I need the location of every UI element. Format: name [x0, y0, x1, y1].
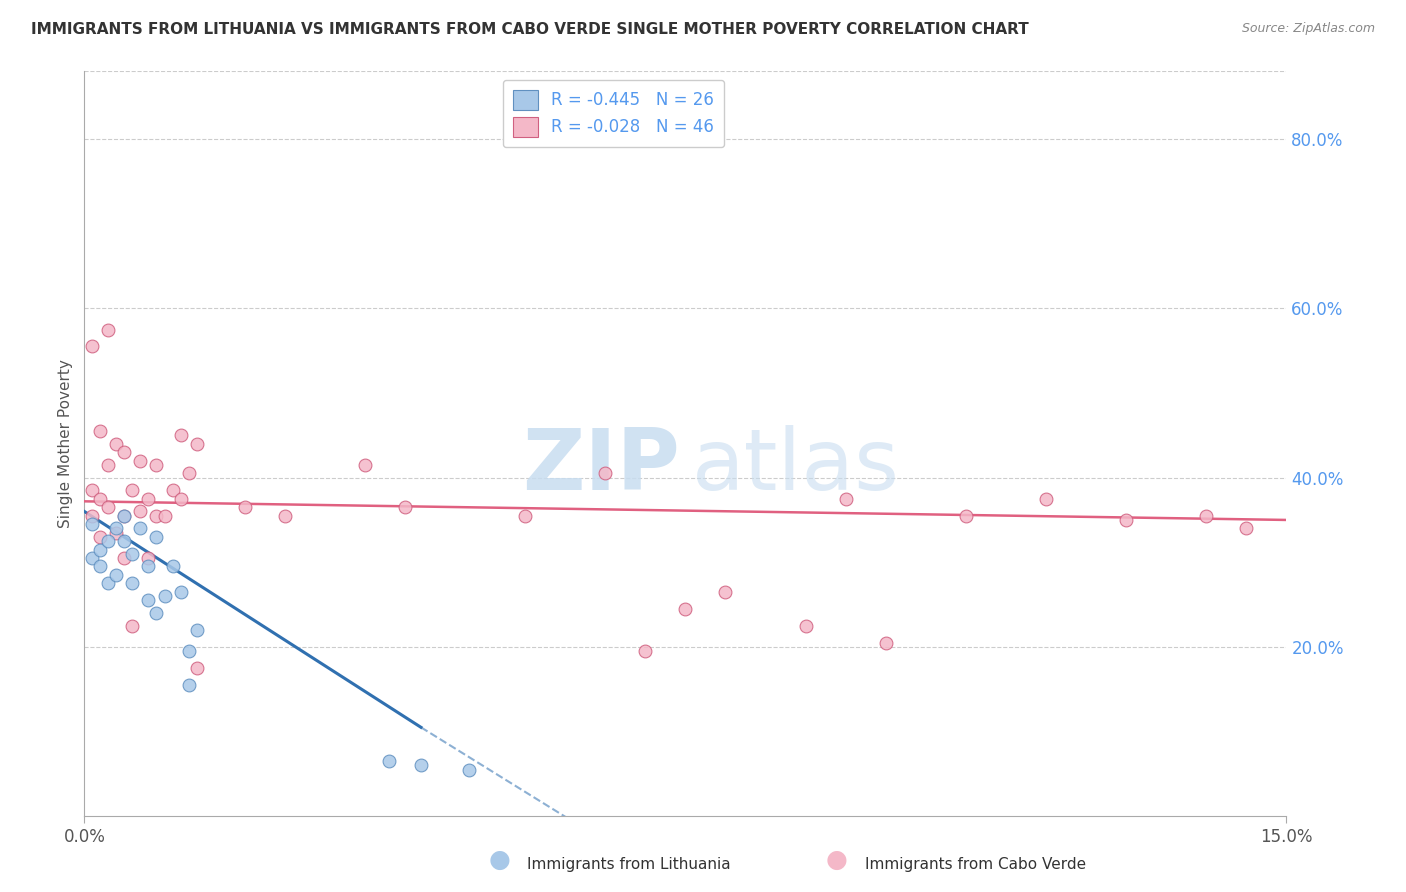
Point — [97, 458, 120, 472]
Point — [121, 547, 143, 561]
Text: ●: ● — [825, 848, 848, 872]
Point — [675, 602, 697, 616]
Point — [121, 576, 143, 591]
Point — [129, 521, 152, 535]
Point — [394, 500, 416, 515]
Point — [105, 568, 128, 582]
Point — [97, 500, 120, 515]
Point — [153, 589, 176, 603]
Text: Source: ZipAtlas.com: Source: ZipAtlas.com — [1241, 22, 1375, 36]
Point — [138, 491, 160, 506]
Point — [105, 521, 128, 535]
Point — [82, 483, 104, 498]
Point — [875, 635, 897, 649]
Point — [129, 453, 152, 467]
Point — [82, 339, 104, 353]
Point — [233, 500, 256, 515]
Point — [97, 576, 120, 591]
Point — [177, 644, 200, 658]
Point — [121, 483, 143, 498]
Point — [634, 644, 657, 658]
Point — [1195, 508, 1218, 523]
Point — [97, 534, 120, 549]
Point — [409, 758, 432, 772]
Point — [274, 508, 297, 523]
Point — [129, 504, 152, 518]
Point — [169, 585, 191, 599]
Point — [114, 445, 135, 459]
Text: Immigrants from Lithuania: Immigrants from Lithuania — [527, 857, 731, 872]
Point — [515, 508, 537, 523]
Point — [145, 458, 167, 472]
Point — [121, 619, 143, 633]
Point — [105, 436, 128, 450]
Point — [82, 551, 104, 566]
Text: IMMIGRANTS FROM LITHUANIA VS IMMIGRANTS FROM CABO VERDE SINGLE MOTHER POVERTY CO: IMMIGRANTS FROM LITHUANIA VS IMMIGRANTS … — [31, 22, 1029, 37]
Text: ●: ● — [488, 848, 510, 872]
Point — [145, 508, 167, 523]
Point — [595, 467, 617, 481]
Point — [186, 436, 208, 450]
Point — [145, 530, 167, 544]
Point — [138, 551, 160, 566]
Point — [169, 428, 191, 442]
Point — [162, 483, 184, 498]
Point — [114, 508, 135, 523]
Point — [177, 467, 200, 481]
Y-axis label: Single Mother Poverty: Single Mother Poverty — [58, 359, 73, 528]
Point — [162, 559, 184, 574]
Point — [82, 508, 104, 523]
Text: ZIP: ZIP — [522, 425, 679, 508]
Point — [714, 585, 737, 599]
Point — [458, 763, 481, 777]
Point — [169, 491, 191, 506]
Point — [1035, 491, 1057, 506]
Legend: R = -0.445   N = 26, R = -0.028   N = 46: R = -0.445 N = 26, R = -0.028 N = 46 — [503, 79, 724, 147]
Point — [1115, 513, 1137, 527]
Point — [89, 424, 111, 438]
Point — [114, 508, 135, 523]
Point — [145, 606, 167, 620]
Text: Immigrants from Cabo Verde: Immigrants from Cabo Verde — [865, 857, 1085, 872]
Point — [138, 593, 160, 607]
Point — [114, 551, 135, 566]
Point — [89, 530, 111, 544]
Point — [89, 491, 111, 506]
Point — [89, 559, 111, 574]
Point — [186, 661, 208, 675]
Point — [354, 458, 377, 472]
Point — [186, 623, 208, 637]
Point — [177, 678, 200, 692]
Point — [835, 491, 858, 506]
Point — [955, 508, 977, 523]
Point — [153, 508, 176, 523]
Point — [794, 619, 817, 633]
Point — [89, 542, 111, 557]
Point — [114, 534, 135, 549]
Point — [1234, 521, 1257, 535]
Point — [82, 517, 104, 532]
Point — [378, 754, 401, 768]
Point — [97, 322, 120, 336]
Point — [138, 559, 160, 574]
Point — [105, 525, 128, 540]
Text: atlas: atlas — [692, 425, 900, 508]
